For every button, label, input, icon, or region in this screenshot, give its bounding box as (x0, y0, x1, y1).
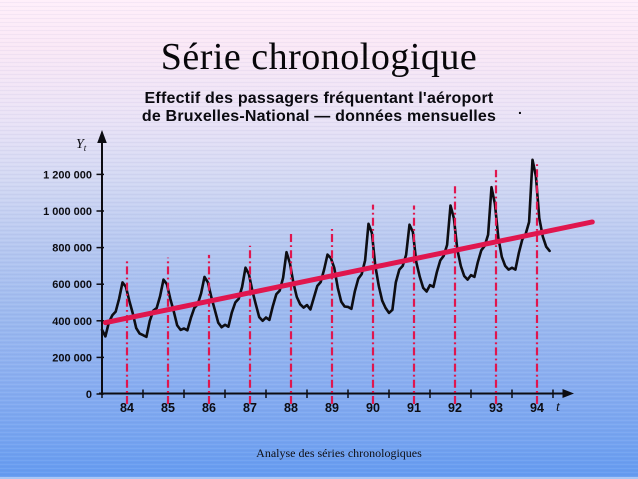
chart-heading-line1: Effectif des passagers fréquentant l'aér… (144, 90, 494, 107)
x-axis-arrow-icon (562, 389, 574, 398)
x-year-label: 85 (161, 401, 175, 415)
x-year-label: 86 (202, 401, 216, 415)
subtitle-period: . (518, 101, 522, 117)
y-tick-label: 800 000 (52, 243, 92, 255)
y-tick-label: 1 200 000 (43, 169, 92, 181)
y-axis-symbol: Yt (76, 137, 87, 153)
x-year-label: 91 (407, 401, 421, 415)
trend-line (102, 219, 595, 326)
y-tick-label: 1 000 000 (43, 206, 92, 218)
x-year-label: 87 (243, 401, 257, 415)
x-year-label: 94 (530, 401, 544, 415)
y-axis-arrow-icon (97, 130, 107, 143)
chart-heading: Effectif des passagers fréquentant l'aér… (0, 90, 638, 126)
x-year-label: 93 (489, 401, 503, 415)
slide-footer-text: Analyse des séries chronologiques (256, 446, 422, 460)
x-year-label: 90 (366, 401, 380, 415)
chart-heading-line2: de Bruxelles-National — données mensuell… (141, 108, 497, 125)
passenger-curve (100, 158, 551, 339)
y-tick-label: 600 000 (52, 279, 92, 291)
x-year-label: 88 (284, 401, 298, 415)
x-year-label: 92 (448, 401, 462, 415)
slide-title: Série chronologique (160, 36, 478, 78)
x-axis-symbol: t (556, 400, 561, 415)
y-tick-label: 0 (86, 389, 92, 401)
y-tick-label: 400 000 (52, 316, 92, 328)
y-tick-label: 200 000 (52, 352, 92, 364)
x-year-label: 84 (120, 401, 134, 415)
x-year-label: 89 (325, 401, 339, 415)
